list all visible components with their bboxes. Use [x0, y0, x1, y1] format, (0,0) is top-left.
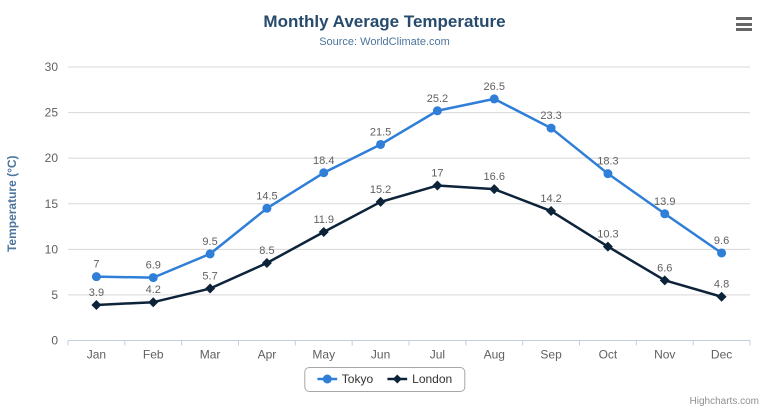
series-line-tokyo: [95, 97, 723, 279]
point-tokyo-nov[interactable]: [660, 209, 670, 219]
tokyo-legend-marker-icon: [316, 374, 337, 384]
chart-title: Monthly Average Temperature: [263, 12, 506, 31]
point-london-may[interactable]: [318, 227, 329, 238]
y-tick-label: 5: [51, 288, 58, 302]
data-label-tokyo: 6.9: [146, 260, 161, 272]
data-label-tokyo: 18.4: [313, 155, 334, 167]
point-tokyo-jan[interactable]: [91, 272, 101, 282]
x-tick-label: Mar: [200, 348, 221, 362]
data-label-tokyo: 14.5: [256, 190, 277, 202]
point-london-nov[interactable]: [659, 275, 670, 286]
point-london-aug[interactable]: [489, 184, 500, 195]
data-label-london: 14.2: [540, 193, 561, 205]
x-tick-label: Feb: [143, 348, 164, 362]
legend-item-tokyo[interactable]: Tokyo: [316, 372, 374, 386]
data-label-london: 4.8: [714, 279, 729, 291]
point-tokyo-aug[interactable]: [489, 94, 499, 104]
data-label-tokyo: 7: [93, 259, 99, 271]
data-label-tokyo: 9.6: [714, 235, 729, 247]
point-london-feb[interactable]: [148, 297, 159, 308]
data-label-london: 11.9: [313, 214, 334, 226]
x-tick-label: Jun: [371, 348, 390, 362]
y-tick-label: 30: [45, 60, 59, 74]
x-tick-label: Jul: [430, 348, 445, 362]
data-label-london: 4.2: [146, 284, 161, 296]
x-tick-label: Aug: [484, 348, 505, 362]
point-tokyo-dec[interactable]: [717, 248, 727, 258]
x-tick-label: Apr: [258, 348, 277, 362]
point-london-jan[interactable]: [91, 299, 102, 310]
london-legend-marker-icon: [387, 374, 408, 384]
x-tick-label: May: [312, 348, 335, 362]
y-axis-title: Temperature (°C): [5, 155, 19, 252]
x-tick-label: Dec: [711, 348, 732, 362]
y-tick-label: 25: [45, 106, 59, 120]
series-line-london: [95, 184, 723, 307]
data-label-tokyo: 23.3: [540, 110, 561, 122]
data-label-london: 6.6: [657, 262, 672, 274]
data-label-tokyo: 26.5: [484, 81, 505, 93]
y-tick-label: 10: [45, 242, 59, 256]
point-london-mar[interactable]: [205, 283, 216, 294]
data-label-tokyo: 18.3: [597, 156, 618, 168]
y-tick-label: 15: [45, 197, 59, 211]
data-label-london: 16.6: [484, 171, 505, 183]
point-london-oct[interactable]: [602, 241, 613, 252]
x-tick-label: Sep: [540, 348, 562, 362]
point-tokyo-oct[interactable]: [603, 169, 613, 179]
legend-label-london: London: [412, 372, 453, 386]
point-tokyo-jul[interactable]: [432, 106, 442, 116]
data-label-tokyo: 13.9: [654, 196, 675, 208]
legend-item-london[interactable]: London: [387, 372, 452, 386]
point-tokyo-apr[interactable]: [262, 203, 272, 213]
data-label-london: 17: [431, 168, 443, 180]
x-tick-label: Jan: [87, 348, 106, 362]
data-label-tokyo: 25.2: [427, 93, 448, 105]
point-tokyo-may[interactable]: [319, 168, 329, 178]
point-tokyo-feb[interactable]: [148, 273, 158, 283]
point-london-apr[interactable]: [261, 258, 272, 269]
legend: Tokyo London: [303, 367, 466, 392]
data-label-london: 5.7: [202, 271, 217, 283]
point-london-sep[interactable]: [546, 206, 557, 217]
point-london-jul[interactable]: [432, 180, 443, 191]
data-label-tokyo: 9.5: [202, 236, 217, 248]
y-tick-label: 20: [45, 151, 59, 165]
point-london-dec[interactable]: [716, 291, 727, 302]
legend-label-tokyo: Tokyo: [341, 372, 374, 386]
point-tokyo-mar[interactable]: [205, 249, 215, 259]
chart-subtitle: Source: WorldClimate.com: [319, 36, 450, 48]
data-label-london: 10.3: [597, 229, 618, 241]
x-tick-label: Nov: [654, 348, 675, 362]
point-tokyo-sep[interactable]: [546, 123, 556, 133]
data-label-london: 8.5: [259, 245, 274, 257]
x-tick-label: Oct: [599, 348, 618, 362]
y-tick-label: 0: [51, 334, 58, 348]
context-menu-button[interactable]: [734, 15, 754, 33]
highcharts-credit-link[interactable]: Highcharts.com: [689, 396, 759, 407]
point-tokyo-jun[interactable]: [376, 139, 386, 149]
point-london-jun[interactable]: [375, 196, 386, 207]
data-label-tokyo: 21.5: [370, 126, 391, 138]
data-label-london: 15.2: [370, 184, 391, 196]
hamburger-icon: [736, 17, 752, 20]
data-label-london: 3.9: [89, 287, 104, 299]
